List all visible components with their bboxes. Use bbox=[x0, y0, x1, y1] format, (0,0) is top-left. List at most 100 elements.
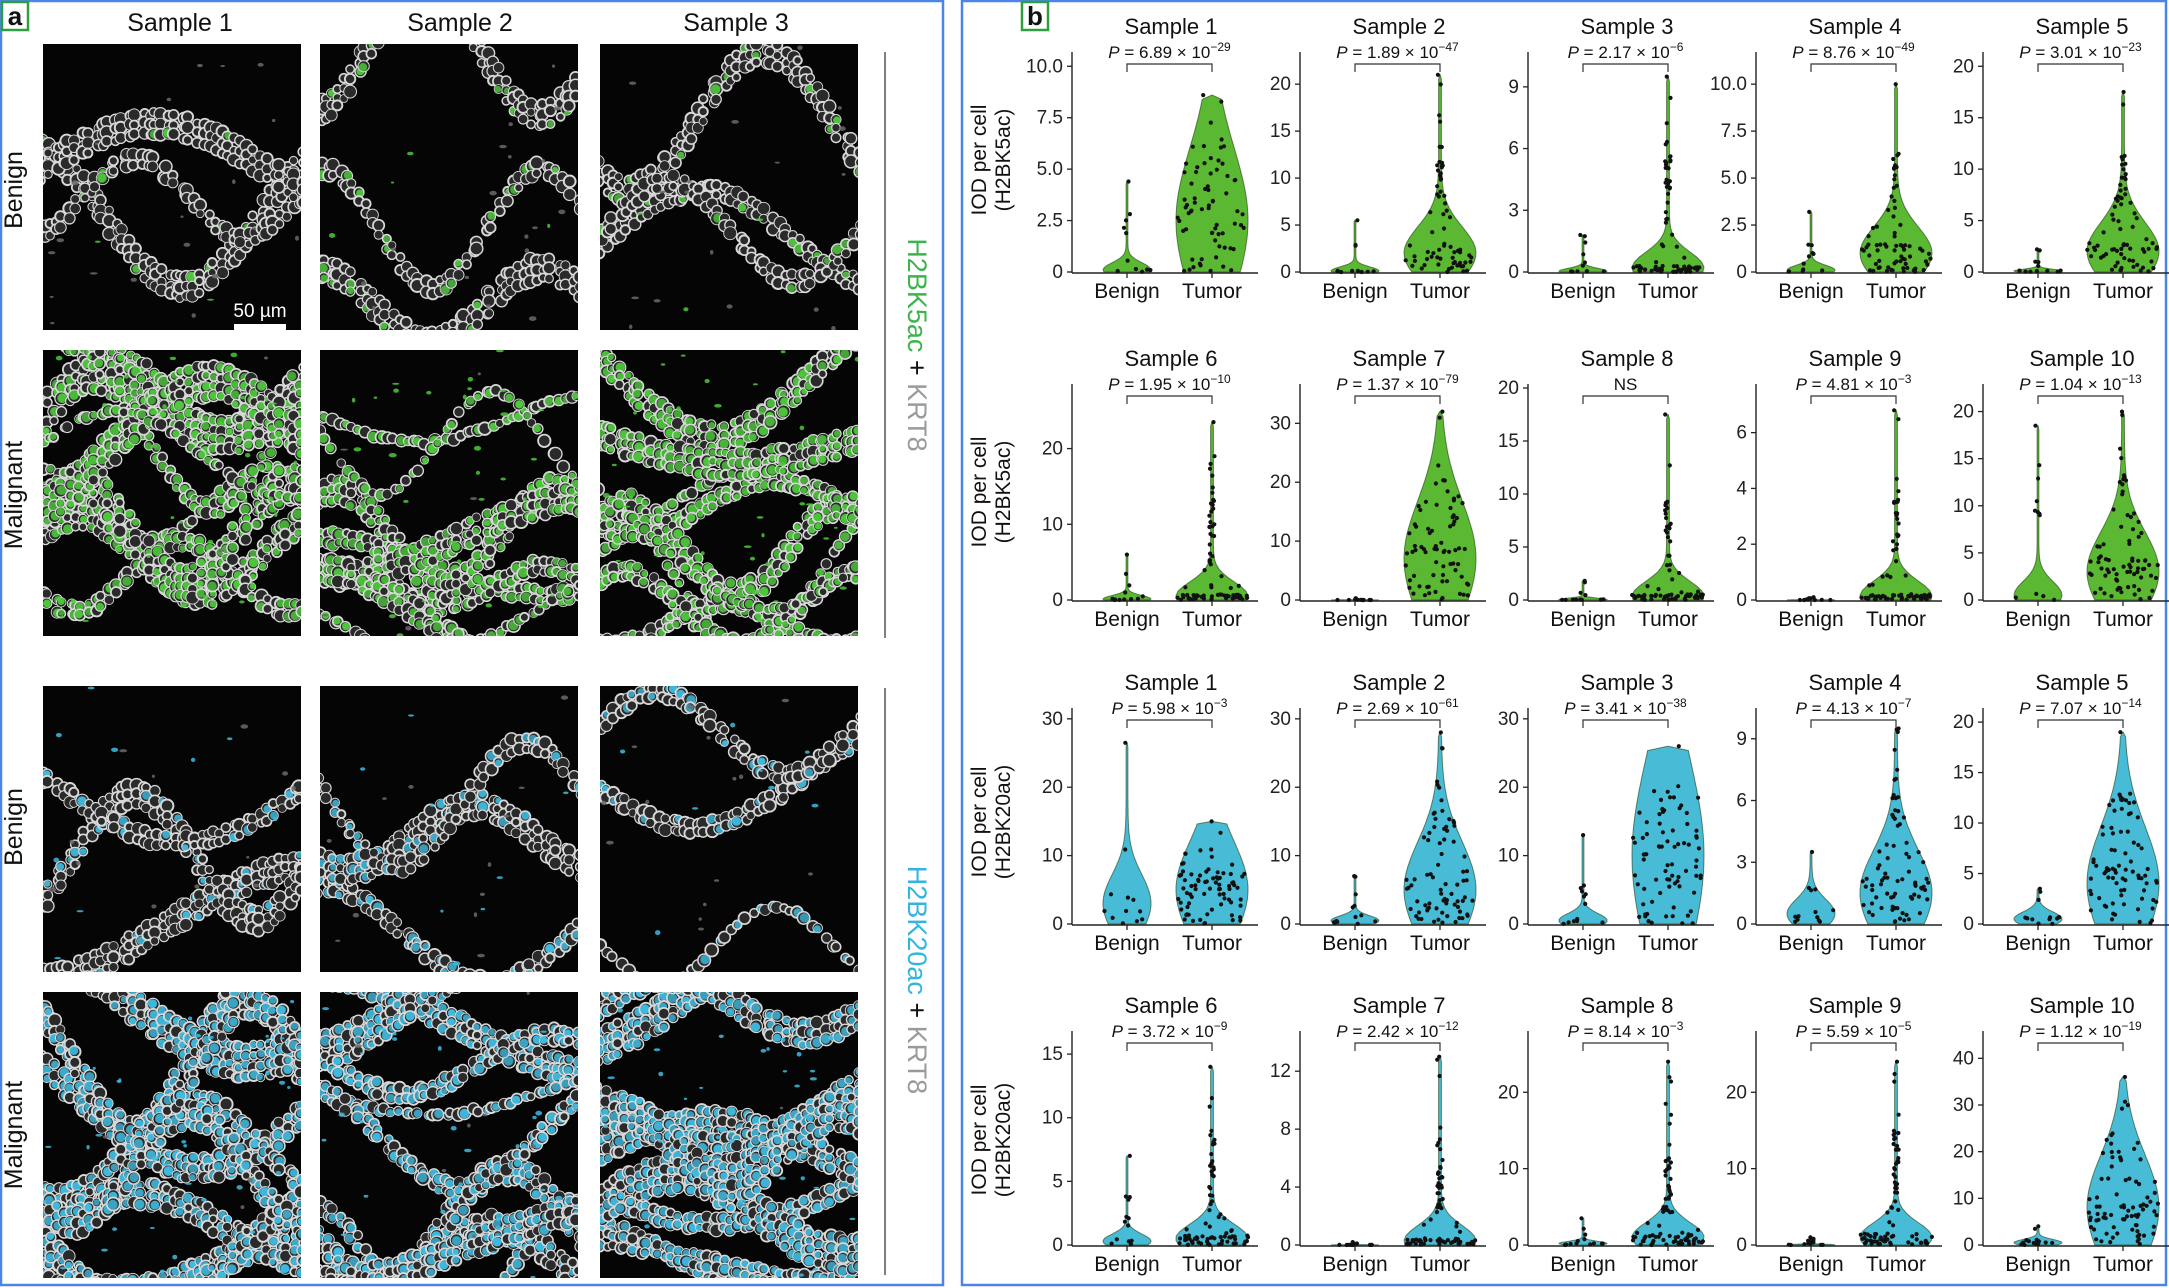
data-point bbox=[1404, 551, 1410, 556]
data-point bbox=[1404, 1242, 1409, 1247]
data-point bbox=[2122, 256, 2127, 261]
data-point bbox=[1442, 193, 1447, 198]
data-point bbox=[1456, 494, 1461, 499]
data-point bbox=[1893, 1199, 1898, 1204]
data-point bbox=[1664, 184, 1669, 189]
data-point bbox=[1435, 192, 1440, 197]
data-point bbox=[1229, 913, 1234, 918]
data-point bbox=[1214, 255, 1219, 260]
data-point bbox=[1811, 251, 1816, 256]
data-point bbox=[2144, 1203, 2149, 1208]
data-point bbox=[1896, 1130, 1901, 1136]
micrograph-tile bbox=[600, 686, 858, 972]
data-point bbox=[1892, 198, 1897, 203]
data-point bbox=[1469, 255, 1474, 260]
data-point bbox=[1209, 819, 1214, 824]
data-point bbox=[1574, 597, 1579, 602]
data-point bbox=[1440, 579, 1445, 584]
data-point bbox=[2130, 224, 2135, 229]
data-point bbox=[1866, 234, 1871, 239]
y-tick-label: 10 bbox=[1953, 496, 1974, 517]
data-point bbox=[1201, 144, 1206, 149]
data-point bbox=[1887, 1220, 1892, 1225]
data-point bbox=[1126, 1223, 1131, 1228]
data-point bbox=[2127, 258, 2132, 263]
data-point bbox=[2091, 857, 2096, 862]
data-point bbox=[1232, 221, 1237, 226]
data-point bbox=[1806, 254, 1812, 259]
panel-b-label: b bbox=[1020, 0, 1050, 32]
data-point bbox=[2118, 268, 2123, 273]
x-tick-label: Tumor bbox=[1638, 932, 1698, 955]
data-point bbox=[2109, 825, 2114, 831]
data-point bbox=[1208, 171, 1213, 176]
data-point bbox=[1406, 885, 1411, 891]
data-point bbox=[1448, 244, 1453, 249]
data-point bbox=[1461, 869, 1466, 874]
y-tick-label: 0 bbox=[1963, 1235, 1974, 1256]
data-point bbox=[1135, 596, 1140, 601]
data-point bbox=[1570, 597, 1576, 602]
data-point bbox=[1192, 200, 1197, 205]
data-point bbox=[1207, 1184, 1212, 1190]
data-point bbox=[2137, 1232, 2142, 1237]
data-point bbox=[1419, 266, 1424, 271]
data-point bbox=[2132, 584, 2137, 589]
data-point bbox=[2126, 585, 2131, 590]
data-point bbox=[1645, 911, 1650, 917]
data-point bbox=[1440, 572, 1446, 578]
data-point bbox=[2104, 1137, 2109, 1142]
data-point bbox=[1353, 892, 1358, 897]
data-point bbox=[2109, 1141, 2114, 1146]
data-point bbox=[1876, 265, 1881, 270]
data-point bbox=[1112, 597, 1118, 602]
data-point bbox=[1904, 840, 1909, 845]
data-point bbox=[1820, 268, 1825, 273]
data-point bbox=[2088, 888, 2093, 893]
data-point bbox=[1813, 887, 1818, 892]
data-point bbox=[1455, 899, 1460, 904]
data-point bbox=[1657, 821, 1662, 826]
data-point bbox=[1219, 902, 1224, 907]
x-tick-label: Tumor bbox=[2093, 1253, 2153, 1276]
data-point bbox=[2100, 824, 2105, 829]
data-point bbox=[1656, 587, 1661, 592]
data-point bbox=[1407, 585, 1412, 590]
data-point bbox=[2094, 1204, 2099, 1209]
data-point bbox=[1437, 1137, 1442, 1142]
data-point bbox=[1663, 868, 1668, 874]
data-point bbox=[1182, 197, 1187, 202]
data-point bbox=[1415, 899, 1420, 904]
scale-bar: 50 µm bbox=[233, 301, 287, 330]
data-point bbox=[1892, 1071, 1897, 1077]
data-point bbox=[2111, 1225, 2116, 1230]
y-tick-label: 2 bbox=[1736, 534, 1747, 555]
y-tick-label: 15 bbox=[1270, 121, 1291, 142]
data-point bbox=[2137, 919, 2142, 925]
y-tick-label: 0 bbox=[1508, 914, 1519, 935]
data-point bbox=[2153, 575, 2159, 581]
data-point bbox=[1403, 258, 1408, 263]
data-point bbox=[1436, 1140, 1441, 1145]
data-point bbox=[2109, 1132, 2114, 1138]
data-point bbox=[1200, 1234, 1205, 1239]
data-point bbox=[1180, 593, 1185, 598]
data-point bbox=[1133, 266, 1138, 272]
data-point bbox=[1671, 1239, 1676, 1245]
data-point bbox=[1923, 259, 1928, 264]
data-point bbox=[1698, 875, 1703, 881]
data-point bbox=[1427, 901, 1432, 906]
data-point bbox=[1221, 871, 1226, 876]
data-point bbox=[2104, 869, 2109, 874]
data-point bbox=[2118, 188, 2123, 193]
data-point bbox=[1240, 874, 1245, 879]
data-point bbox=[1438, 82, 1443, 87]
data-point bbox=[1421, 1241, 1426, 1246]
data-point bbox=[1867, 253, 1872, 258]
row-label-benign-h2bk20ac: Benign bbox=[0, 788, 28, 866]
subplot-title: Sample 7 bbox=[1353, 346, 1446, 371]
data-point bbox=[2122, 1099, 2128, 1104]
violin-subplot: Sample 3 0 3 6 9 Benign Tumor P = 2.17 × 10−6 bbox=[1508, 14, 1714, 303]
y-tick-label: 7.5 bbox=[1037, 108, 1063, 129]
data-point bbox=[1907, 254, 1913, 259]
